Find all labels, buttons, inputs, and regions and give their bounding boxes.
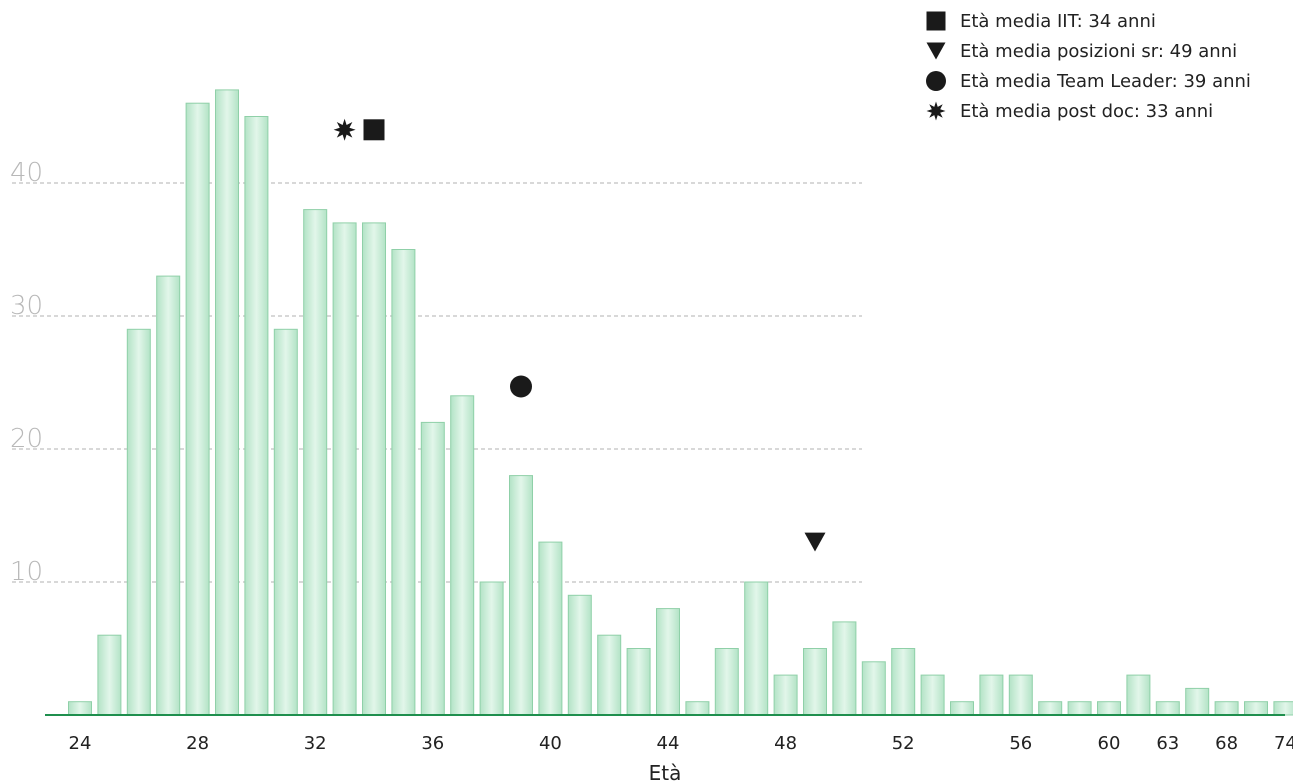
bar-age-43 [626,648,651,716]
bar-age-70 [1244,701,1268,716]
bar-age-49 [803,648,827,716]
legend-item-2: Età media posizioni sr: 49 anni [926,41,1237,62]
grid-lines [12,182,862,583]
bar-age-42 [597,634,622,716]
legend-item-3: Età media Team Leader: 39 anni [926,71,1251,92]
bar-age-25 [97,634,122,716]
bar-age-44 [656,608,680,716]
bar-age-39 [509,475,533,716]
bar-age-41 [567,594,592,716]
triangle-down-marker-age-49 [804,532,826,552]
legend-item-4: Età media post doc: 33 anni [926,101,1213,122]
y-tick-label-40: 40 [10,158,43,188]
bars [68,89,1293,716]
bar-age-54 [950,701,974,716]
bar-age-35 [391,249,416,716]
bar-age-29 [215,89,239,716]
bar-age-37 [450,395,475,716]
x-tick-label-52: 52 [892,733,915,754]
bar-age-55 [979,674,1004,716]
x-tick-label-74: 74 [1274,733,1293,754]
bar-age-46 [714,648,739,716]
bar-age-47 [744,581,769,716]
bar-age-31 [273,328,298,716]
x-tick-label-36: 36 [421,733,444,754]
x-tick-label-32: 32 [304,733,327,754]
y-tick-label-20: 20 [10,424,43,454]
bar-age-33 [332,222,357,716]
bar-age-27 [156,275,181,716]
bar-age-48 [773,674,798,716]
bar-age-53 [920,674,945,716]
legend-label: Età media IIT: 34 anni [960,11,1156,32]
bar-age-30 [244,116,269,716]
legend-label: Età media Team Leader: 39 anni [960,71,1251,92]
bar-age-68 [1214,701,1239,716]
bar-age-60 [1097,701,1121,716]
bar-age-50 [832,621,857,716]
square-marker-age-34 [363,119,385,141]
y-tick-label-10: 10 [10,557,43,587]
x-tick-label-56: 56 [1009,733,1032,754]
average-markers [333,118,826,552]
x-tick-label-60: 60 [1098,733,1121,754]
triangle-down-legend-icon [926,42,946,60]
bar-age-34 [362,222,386,716]
bar-age-40 [538,541,563,716]
bar-age-24 [68,701,92,716]
circle-legend-icon [926,71,946,91]
bar-age-56 [1008,674,1033,716]
x-tick-label-40: 40 [539,733,562,754]
bar-age-74 [1273,701,1293,716]
bar-age-28 [185,102,210,716]
bar-age-51 [861,661,886,716]
star-marker-age-33 [333,118,356,141]
square-legend-icon [926,11,946,31]
x-tick-label-48: 48 [774,733,797,754]
x-tick-label-24: 24 [69,733,92,754]
x-axis-ticks: 24 28 32 36 40 44 48 52 56 60 63 68 74 [69,733,1293,754]
y-axis-ticks: 10 20 30 40 [10,158,43,587]
x-axis-label: Età [649,761,682,784]
bar-age-32 [303,209,328,716]
bar-age-36 [420,421,445,716]
legend: Età media IIT: 34 anni Età media posizion… [926,11,1251,122]
y-tick-label-30: 30 [10,291,43,321]
bar-age-52 [891,648,916,716]
x-tick-label-44: 44 [657,733,680,754]
legend-label: Età media post doc: 33 anni [960,101,1213,122]
legend-label: Età media posizioni sr: 49 anni [960,41,1237,62]
bar-age-65 [1185,687,1210,716]
x-tick-label-68: 68 [1215,733,1238,754]
bar-age-38 [479,581,504,716]
bar-age-57 [1038,701,1063,716]
star-legend-icon [926,101,946,121]
circle-marker-age-39 [510,375,532,398]
bar-age-45 [685,701,710,716]
bar-age-58 [1067,701,1092,716]
bar-age-63 [1155,701,1180,716]
x-tick-label-28: 28 [186,733,209,754]
x-tick-label-63: 63 [1156,733,1179,754]
bar-age-26 [126,328,151,716]
bar-age-62 [1126,674,1151,716]
legend-item-1: Età media IIT: 34 anni [926,11,1156,32]
